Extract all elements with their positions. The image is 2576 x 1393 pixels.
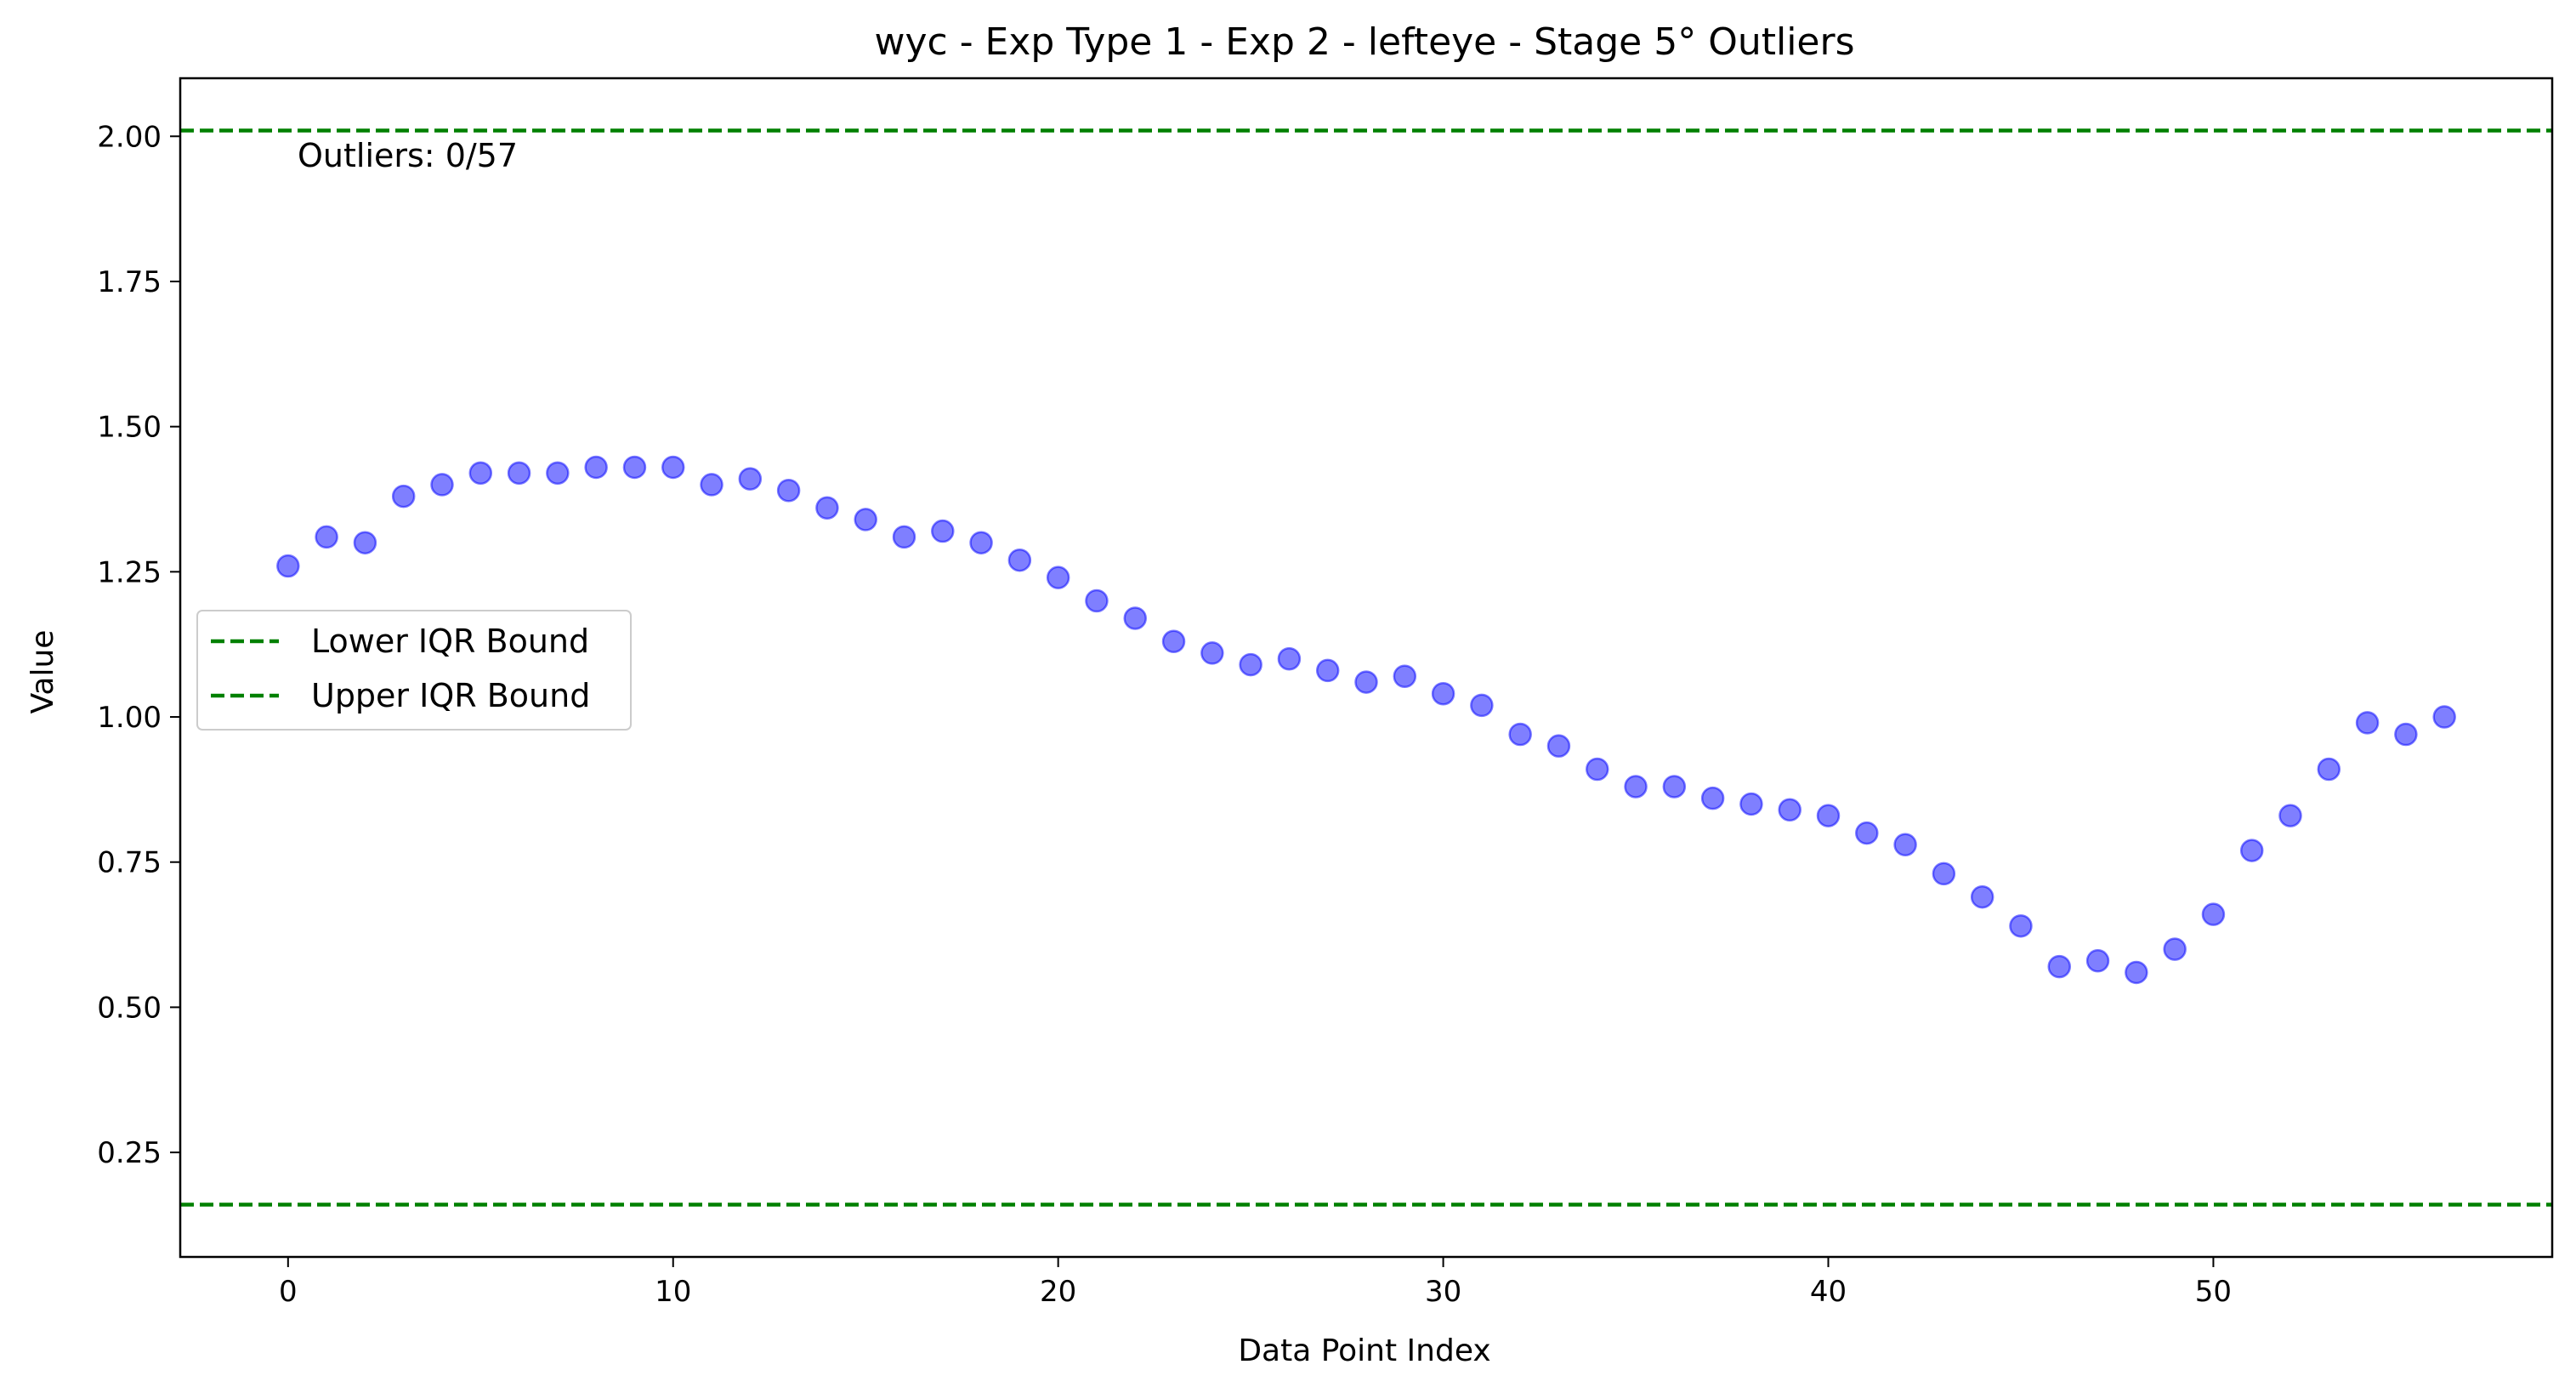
data-point [1239, 652, 1262, 677]
data-point [1855, 821, 1879, 845]
data-point [1508, 722, 1532, 747]
data-point [2317, 757, 2341, 782]
data-point [1662, 775, 1687, 799]
data-point [391, 484, 416, 509]
data-point [507, 461, 531, 486]
data-point [2201, 902, 2226, 926]
data-point [1277, 647, 1302, 671]
y-tick-label: 0.50 [97, 991, 162, 1025]
data-point [1007, 548, 1032, 572]
data-point [584, 455, 608, 480]
data-point [2085, 949, 2110, 973]
outliers-annotation: Outliers: 0/57 [298, 137, 518, 174]
data-point [2125, 960, 2148, 985]
data-point [1123, 606, 1147, 630]
data-point [700, 473, 723, 497]
data-point [1315, 658, 1340, 683]
legend-entry: Upper IQR Bound [311, 677, 590, 714]
plot-frame [179, 77, 2554, 1259]
y-tick-label: 1.75 [97, 265, 162, 299]
data-point [661, 455, 685, 480]
data-point [1046, 566, 1070, 589]
data-points [276, 455, 2456, 985]
data-point [738, 467, 763, 491]
data-point [1354, 670, 1378, 694]
data-point [1546, 734, 1571, 758]
data-point [1586, 757, 1609, 782]
x-tick-label: 20 [1040, 1275, 1076, 1309]
data-point [892, 525, 916, 549]
y-tick-label: 1.25 [97, 555, 162, 589]
data-point [2239, 839, 2264, 862]
data-point [2355, 711, 2380, 735]
data-point [1393, 664, 1417, 688]
data-point [815, 496, 839, 520]
chart-title: wyc - Exp Type 1 - Exp 2 - lefteye - Sta… [874, 20, 1854, 64]
data-point [2394, 722, 2418, 747]
data-point [2163, 937, 2187, 961]
data-point [1161, 629, 1186, 654]
data-point [1085, 588, 1109, 613]
x-tick-label: 30 [1425, 1275, 1461, 1309]
data-point [854, 508, 877, 532]
legend-entry: Lower IQR Bound [311, 623, 589, 660]
y-tick-label: 1.50 [97, 411, 162, 445]
data-point [1470, 693, 1494, 718]
data-point [1700, 786, 1725, 810]
y-tick-label: 0.25 [97, 1136, 162, 1170]
data-point [1970, 884, 1994, 909]
data-point [1431, 681, 1455, 706]
data-point [1624, 775, 1648, 799]
data-point [622, 455, 647, 480]
data-point [1893, 833, 1917, 856]
data-point [468, 461, 493, 486]
data-point [1816, 804, 1841, 827]
data-point [315, 525, 338, 549]
data-point [2009, 914, 2033, 938]
data-point [1200, 641, 1224, 665]
legend-box [196, 610, 632, 731]
plot-area: 0 10 20 30 40 50 0.25 0.50 0.75 1.00 1.25 1.50 1.75 2… [97, 77, 2554, 1309]
data-point [1932, 861, 1956, 886]
x-axis-label: Data Point Index [1238, 1333, 1490, 1368]
x-tick-label: 40 [1810, 1275, 1847, 1309]
y-tick-label: 2.00 [97, 120, 162, 154]
y-tick-label: 1.00 [97, 701, 162, 735]
data-point [2432, 705, 2456, 729]
data-point [1739, 792, 1763, 816]
y-tick-label: 0.75 [97, 846, 162, 880]
data-point [1778, 798, 1801, 822]
data-point [430, 473, 454, 497]
data-point [2278, 804, 2302, 827]
x-tick-label: 0 [279, 1275, 298, 1309]
data-point [353, 531, 377, 554]
y-axis-label: Value [26, 630, 60, 714]
x-tick-label: 10 [655, 1275, 691, 1309]
data-point [931, 519, 955, 543]
x-tick-label: 50 [2195, 1275, 2232, 1309]
data-point [2047, 954, 2072, 979]
iqr-bound-lines [180, 128, 2552, 1207]
data-point [776, 479, 801, 503]
data-point [276, 554, 300, 578]
data-point [546, 461, 570, 486]
data-point [969, 531, 993, 554]
legend: Lower IQR Bound Upper IQR Bound [196, 610, 632, 731]
